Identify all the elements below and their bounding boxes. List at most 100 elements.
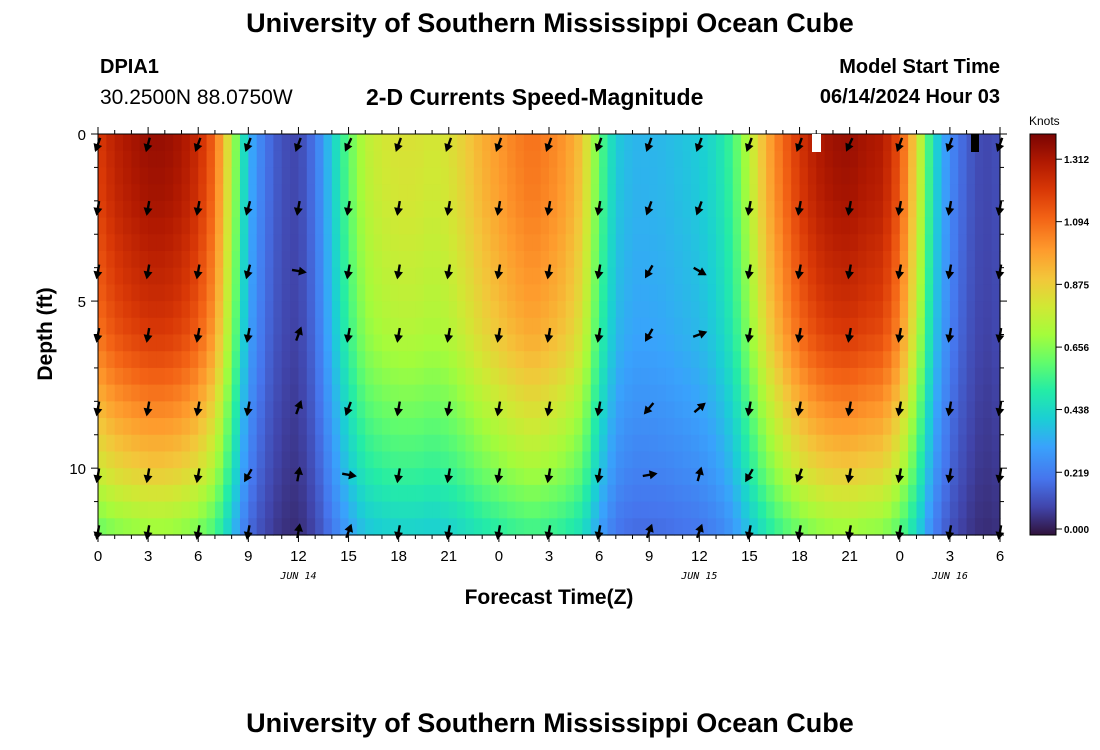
heatmap-cell (515, 501, 525, 519)
heatmap-cell (690, 334, 700, 352)
heatmap-cell (248, 401, 258, 419)
x-tick-label: 6 (996, 548, 1004, 565)
heatmap-cell (214, 167, 224, 185)
heatmap-cell (883, 200, 893, 219)
heatmap-cell (607, 451, 617, 469)
heatmap-cell (824, 317, 834, 336)
heatmap-cell (582, 284, 592, 302)
heatmap-cell (390, 484, 400, 503)
heatmap-cell (908, 150, 918, 169)
heatmap-cell (415, 367, 425, 386)
heatmap-cell (866, 234, 876, 252)
heatmap-cell (841, 167, 851, 185)
heatmap-cell (482, 501, 492, 519)
heatmap-cell (507, 150, 517, 169)
heatmap-cell (348, 184, 358, 202)
heatmap-cell (365, 217, 375, 235)
heatmap-cell (290, 484, 300, 503)
heatmap-cell (716, 434, 725, 453)
heatmap-cell (123, 134, 133, 152)
heatmap-cell (949, 451, 959, 469)
heatmap-cell (356, 434, 366, 453)
heatmap-cell (565, 167, 575, 185)
heatmap-cell (523, 351, 533, 369)
heatmap-cell (640, 250, 650, 269)
heatmap-cell (799, 134, 809, 152)
heatmap-cell (632, 150, 642, 169)
heatmap-cell (716, 367, 725, 386)
heatmap-cell (699, 284, 709, 302)
heatmap-cell (899, 134, 909, 152)
heatmap-cell (574, 184, 584, 202)
heatmap-cell (832, 184, 842, 202)
heatmap-cell (824, 484, 834, 503)
heatmap-cell (782, 250, 792, 269)
heatmap-cell (766, 451, 776, 469)
heatmap-cell (315, 150, 325, 169)
heatmap-cell (899, 267, 909, 285)
heatmap-cell (916, 518, 926, 536)
heatmap-cell (231, 317, 241, 336)
heatmap-cell (373, 317, 383, 336)
heatmap-cell (106, 134, 116, 152)
heatmap-cell (473, 518, 483, 536)
heatmap-cell (807, 200, 817, 219)
heatmap-cell (632, 501, 642, 519)
heatmap-cell (574, 267, 584, 285)
heatmap-cell (306, 150, 316, 169)
heatmap-cell (649, 468, 659, 486)
heatmap-cell (398, 334, 408, 352)
heatmap-cell (549, 317, 558, 336)
heatmap-cell (607, 234, 617, 252)
heatmap-cell (407, 267, 416, 285)
heatmap-cell (640, 317, 650, 336)
heatmap-cell (123, 334, 133, 352)
heatmap-cell (799, 367, 809, 386)
heatmap-cell (473, 267, 483, 285)
heatmap-cell (198, 284, 208, 302)
heatmap-cell (381, 250, 391, 269)
heatmap-cell (757, 284, 767, 302)
heatmap-cell (565, 334, 575, 352)
heatmap-cell (407, 184, 416, 202)
heatmap-cell (490, 301, 500, 319)
heatmap-cell (574, 317, 584, 336)
x-tick-label: 18 (791, 548, 808, 565)
station-id: DPIA1 (100, 56, 159, 78)
heatmap-cell (640, 451, 650, 469)
heatmap-cell (891, 518, 901, 536)
heatmap-cell (874, 501, 884, 519)
x-tick-label: 21 (841, 548, 858, 565)
current-vector (244, 468, 253, 483)
heatmap-cell (599, 351, 609, 369)
heatmap-cell (323, 418, 333, 436)
heatmap-cell (323, 150, 333, 169)
heatmap-cell (858, 367, 867, 386)
heatmap-cell (690, 468, 700, 486)
heatmap-cell (732, 418, 742, 436)
heatmap-cell (315, 317, 325, 336)
heatmap-cell (807, 518, 817, 536)
heatmap-cell (707, 367, 717, 386)
heatmap-cell (991, 484, 1001, 503)
heatmap-cell (315, 334, 325, 352)
heatmap-cell (473, 317, 483, 336)
heatmap-cell (432, 484, 442, 503)
y-tick-label: 10 (69, 461, 86, 478)
heatmap-cell (807, 250, 817, 269)
heatmap-cell (231, 134, 241, 152)
heatmap-cell (381, 217, 391, 235)
heatmap-cell (156, 301, 166, 319)
heatmap-cell (741, 150, 751, 169)
heatmap-cell (198, 518, 208, 536)
heatmap-cell (615, 484, 625, 503)
heatmap-cell (774, 384, 784, 402)
heatmap-cell (941, 401, 951, 419)
heatmap-cell (381, 418, 391, 436)
heatmap-cell (473, 284, 483, 302)
current-vector (644, 137, 654, 152)
heatmap-cell (381, 351, 391, 369)
heatmap-cell (665, 367, 675, 386)
heatmap-cell (649, 250, 659, 269)
heatmap-cell (599, 468, 609, 486)
